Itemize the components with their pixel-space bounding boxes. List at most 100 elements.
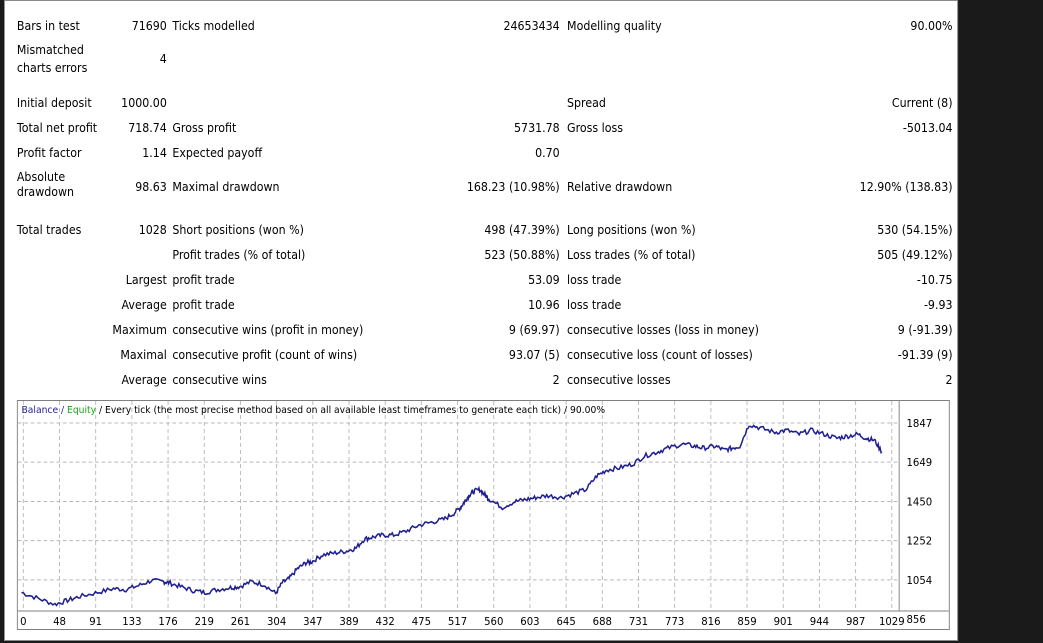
- chart-grid: [17, 401, 900, 611]
- average-loss-value: -9.93: [923, 298, 953, 312]
- maximal-consecutive-loss-value: -91.39 (9): [897, 348, 953, 362]
- spread-label: Spread: [567, 96, 606, 110]
- legend-sep: /: [58, 405, 67, 416]
- rel-drawdown-value: 12.90% (138.83): [859, 180, 953, 194]
- expected-payoff-label: Expected payoff: [172, 146, 263, 160]
- deposit-value: 1000.00: [121, 96, 167, 110]
- rel-drawdown-label: Relative drawdown: [567, 180, 673, 194]
- max-drawdown-value: 168.23 (10.98%): [466, 180, 560, 194]
- y-axis-ticks: 1847 1649 1450 1252 1054 856: [907, 418, 933, 626]
- legend-equity: Equity: [67, 405, 96, 416]
- total-trades-value: 1028: [138, 223, 167, 237]
- profit-factor-value: 1.14: [142, 146, 167, 160]
- quality-label: Modelling quality: [567, 19, 662, 33]
- spread-value: Current (8): [891, 96, 953, 110]
- x-tick-label: 304: [267, 616, 287, 628]
- x-tick-label: 261: [231, 616, 250, 628]
- max-consecutive-wins-value: 9 (69.97): [508, 323, 560, 337]
- maximal-consecutive-profit-label: consecutive profit (count of wins): [172, 348, 358, 362]
- net-profit-label: Total net profit: [16, 121, 98, 135]
- profit-trades-value: 523 (50.88%): [484, 248, 560, 262]
- x-tick-label: 91: [89, 616, 102, 628]
- x-tick-label: 816: [701, 616, 721, 628]
- max-consecutive-losses-value: 9 (-91.39): [897, 323, 953, 337]
- x-tick-label: 517: [448, 616, 467, 628]
- chart-legend: Balance / Equity / Every tick (the most …: [21, 405, 605, 416]
- y-tick-label: 1649: [907, 457, 933, 469]
- long-positions-value: 530 (54.15%): [877, 223, 953, 237]
- x-axis-ticks: 0 48 91 133 176 219 261 304 347 389 432 475 517 560 60…: [20, 616, 905, 628]
- y-tick-label: 1054: [907, 574, 933, 586]
- gross-loss-value: -5013.04: [902, 121, 953, 135]
- avg-consecutive-wins-value: 2: [552, 373, 560, 387]
- x-tick-label: 731: [629, 616, 648, 628]
- x-tick-label: 859: [737, 616, 756, 628]
- bars-label: Bars in test: [16, 19, 80, 33]
- x-tick-label: 944: [810, 616, 830, 628]
- x-tick-label: 901: [774, 616, 793, 628]
- maximal-consecutive-profit-value: 93.07 (5): [508, 348, 560, 362]
- gross-loss-label: Gross loss: [567, 121, 623, 135]
- y-tick-label: 1450: [907, 496, 933, 508]
- x-tick-label: 645: [556, 616, 575, 628]
- x-tick-label: 603: [520, 616, 539, 628]
- maximal-consecutive-loss-label: consecutive loss (count of losses): [567, 348, 753, 362]
- expected-payoff-value: 0.70: [535, 146, 560, 160]
- avg-consecutive-losses-label: consecutive losses: [567, 373, 671, 387]
- ticks-value: 24653434: [503, 19, 560, 33]
- x-tick-label: 48: [53, 616, 66, 628]
- x-tick-label: 1029: [879, 616, 905, 628]
- y-tick-label: 1847: [907, 418, 933, 430]
- x-tick-label: 0: [20, 616, 27, 628]
- largest-profit-value: 53.09: [528, 273, 560, 287]
- x-tick-label: 389: [339, 616, 358, 628]
- max-consecutive-wins-label: consecutive wins (profit in money): [172, 323, 364, 337]
- short-positions-label: Short positions (won %): [172, 223, 304, 237]
- x-tick-label: 133: [122, 616, 141, 628]
- average-loss-label: loss trade: [567, 298, 622, 312]
- profit-trades-label: Profit trades (% of total): [172, 248, 306, 262]
- avg-consecutive-losses-value: 2: [945, 373, 953, 387]
- x-tick-label: 432: [376, 616, 395, 628]
- total-trades-label: Total trades: [16, 223, 82, 237]
- x-tick-label: 347: [303, 616, 322, 628]
- gross-profit-value: 5731.78: [514, 121, 560, 135]
- x-tick-label: 560: [484, 616, 504, 628]
- largest-loss-label: loss trade: [567, 273, 622, 287]
- loss-trades-label: Loss trades (% of total): [567, 248, 696, 262]
- x-tick-label: 987: [846, 616, 865, 628]
- balance-chart-svg: Balance / Equity / Every tick (the most …: [17, 401, 949, 628]
- avg-consecutive-wins-label: consecutive wins: [172, 373, 267, 387]
- gross-profit-label: Gross profit: [172, 121, 237, 135]
- abs-drawdown-label-line1: Absolute: [16, 170, 66, 184]
- mismatch-value: 4: [159, 52, 167, 66]
- quality-value: 90.00%: [910, 19, 953, 33]
- x-tick-label: 688: [593, 616, 612, 628]
- average-profit-value: 10.96: [528, 298, 560, 312]
- y-tick-label: 1252: [907, 535, 933, 547]
- x-tick-label: 773: [665, 616, 684, 628]
- balance-chart: Balance / Equity / Every tick (the most …: [16, 400, 950, 630]
- profit-factor-label: Profit factor: [16, 146, 82, 160]
- loss-trades-value: 505 (49.12%): [877, 248, 953, 262]
- legend-balance: Balance: [21, 405, 58, 416]
- maximum-label: Maximum: [112, 323, 167, 337]
- legend-description: / Every tick (the most precise method ba…: [96, 405, 605, 416]
- maximal-label: Maximal: [120, 348, 167, 362]
- average-consecutive-label: Average: [121, 373, 167, 387]
- short-positions-value: 498 (47.39%): [484, 223, 560, 237]
- balance-series-line: [21, 424, 883, 607]
- max-consecutive-losses-label: consecutive losses (loss in money): [567, 323, 759, 337]
- average-profit-label: profit trade: [172, 298, 235, 312]
- long-positions-label: Long positions (won %): [567, 223, 696, 237]
- deposit-label: Initial deposit: [16, 96, 92, 110]
- average-label: Average: [121, 298, 167, 312]
- strategy-tester-report: Bars in test 71690 Ticks modelled 246534…: [4, 0, 959, 641]
- abs-drawdown-label-line2: drawdown: [16, 185, 75, 199]
- y-tick-label: 856: [907, 614, 927, 626]
- x-tick-label: 475: [412, 616, 431, 628]
- abs-drawdown-value: 98.63: [135, 180, 167, 194]
- max-drawdown-label: Maximal drawdown: [172, 180, 280, 194]
- largest-label: Largest: [125, 273, 167, 287]
- bars-value: 71690: [131, 19, 167, 33]
